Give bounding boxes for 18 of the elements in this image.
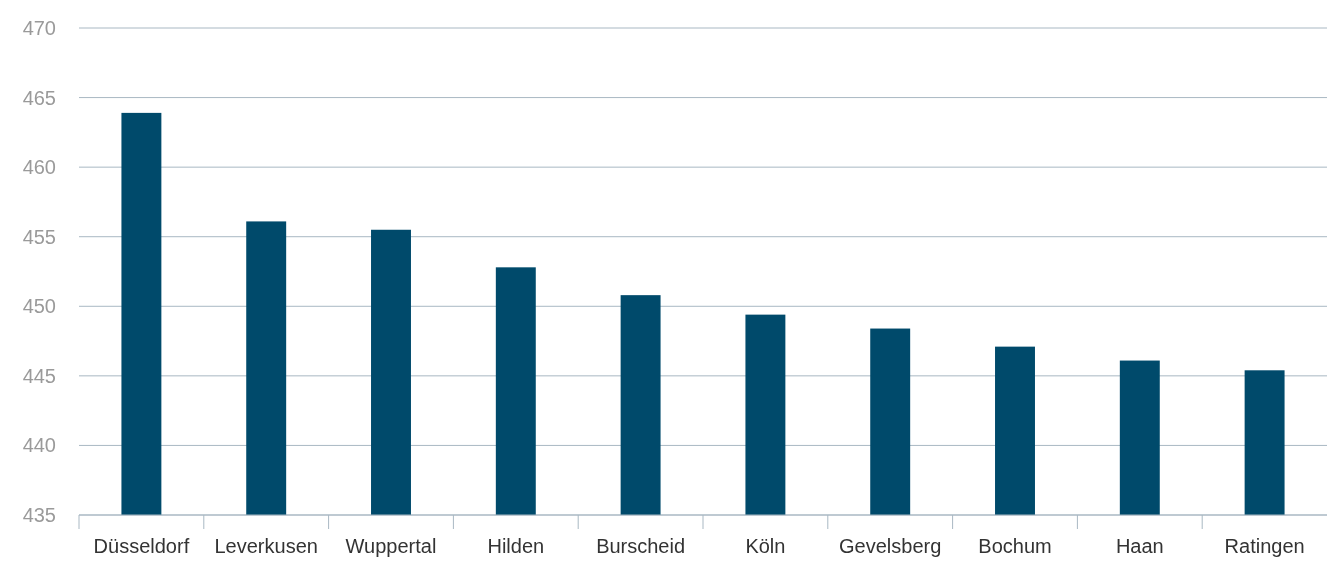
- y-tick-label: 460: [22, 156, 56, 179]
- x-tick-label: Köln: [745, 535, 786, 557]
- y-tick-label: 440: [22, 434, 56, 457]
- x-tick-label: Hilden: [487, 535, 545, 557]
- x-tick-label: Ratingen: [1224, 535, 1305, 557]
- y-tick-label: 455: [22, 225, 56, 248]
- y-tick-label: 465: [22, 86, 56, 109]
- y-tick-label: 450: [22, 295, 56, 318]
- x-tick-label: Haan: [1115, 535, 1164, 557]
- y-tick-label: 470: [22, 17, 56, 39]
- x-tick-label: Düsseldorf: [93, 535, 190, 557]
- x-tick-label: Leverkusen: [214, 535, 318, 557]
- x-tick-label: Gevelsberg: [839, 535, 942, 557]
- y-tick-label: 435: [22, 504, 56, 526]
- x-tick-label: Bochum: [978, 535, 1052, 557]
- x-tick-label: Wuppertal: [345, 535, 437, 557]
- x-tick-label: Burscheid: [596, 535, 686, 557]
- y-tick-label: 445: [22, 364, 56, 387]
